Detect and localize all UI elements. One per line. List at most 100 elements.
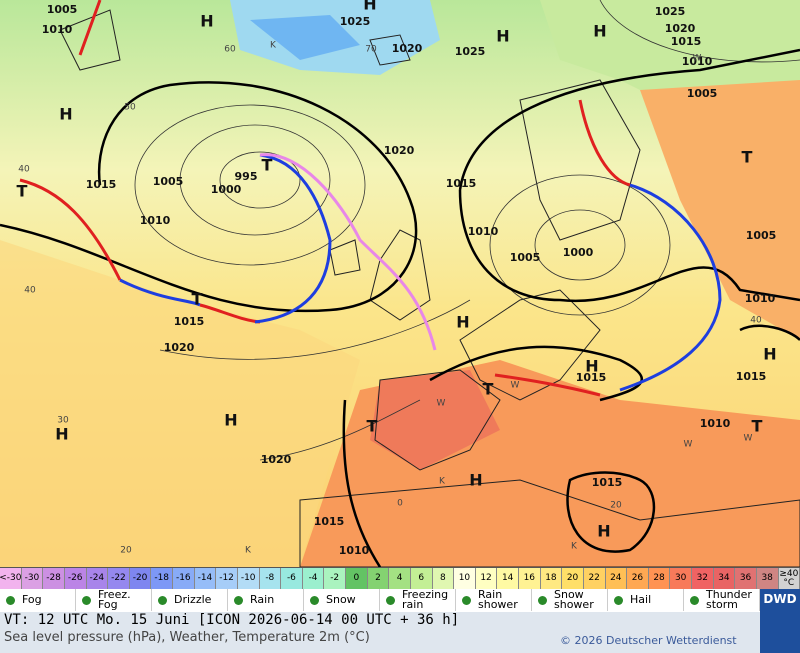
copyright: © 2026 Deutscher Wetterdienst [560,634,737,647]
logo: DWD [760,589,800,653]
isobar-label: 1000 [563,246,594,259]
isobars-thin [134,0,800,461]
pressure-center: H [363,0,376,14]
scale-cell: 0 [346,568,368,589]
scale-cell: 4 [389,568,411,589]
scale-cell: -30 [21,568,44,589]
scale-cell: 24 [605,568,628,589]
isobar-label: 1005 [153,175,184,188]
pressure-center: T [752,417,763,436]
scale-cell: -24 [86,568,109,589]
pressure-center: T [17,182,28,201]
isobar-label: 1010 [700,417,731,430]
cold-core [250,15,360,60]
isobar-label: 1020 [392,42,423,55]
isobar-label: 1015 [736,370,767,383]
isobar-label: 1025 [340,15,371,28]
temperature-scale: <-30 -30 -28 -26 -24 -22 -20 -18 -16 -14 -12 -10 -8-… [0,567,800,590]
scale-cell: 16 [519,568,541,589]
map-label: K [571,542,578,552]
map-label: 40 [750,316,762,326]
isobar-label: 995 [235,170,258,183]
isobar-label: 1015 [174,315,205,328]
scale-cell: 22 [583,568,606,589]
weather-legend-item: Fog [0,589,76,611]
pressure-center: H [469,471,482,490]
pressure-center: T [483,380,494,399]
pressure-center: T [262,156,273,175]
scale-cell: -4 [302,568,325,589]
scale-cell: 28 [648,568,671,589]
weather-legend-item: Drizzle [152,589,228,611]
map-label: 30 [57,416,69,426]
scale-cell: 8 [432,568,455,589]
map-label: K [245,546,252,556]
weather-legend-item: Hail [608,589,684,611]
scale-cell: 26 [627,568,649,589]
map-label: 50 [124,103,136,113]
isobar-label: 1020 [665,22,696,35]
scale-cell: -8 [259,568,282,589]
isobar-label: 1010 [468,225,499,238]
map-label: W [511,381,520,391]
isobar-label: 1005 [47,3,78,16]
map-label: 40 [18,165,30,175]
footer: VT: 12 UTC Mo. 15 Juni [ICON 2026-06-14 … [0,612,760,653]
isobar-label: 1010 [42,23,73,36]
scale-cell: <-30 [0,568,22,589]
scale-cell: 6 [410,568,433,589]
map-label: 20 [120,546,132,556]
map-label: K [439,477,446,487]
isobars-thick [0,48,800,567]
pressure-center: H [593,22,606,41]
scale-cell: -6 [281,568,303,589]
scale-cell: 38 [756,568,779,589]
isobar-label: 1020 [261,453,292,466]
weather-legend-item: Rain [228,589,304,611]
isobar-label: 1020 [164,341,195,354]
isobar-label: 1025 [455,45,486,58]
map-label: 0 [397,499,403,509]
weather-legend-item: Snow [304,589,380,611]
weather-legend-item: Rain shower [456,589,532,611]
scale-cell: 14 [497,568,519,589]
isobar-label: 1010 [339,544,370,557]
weather-legend-item: Snow shower [532,589,608,611]
isobar-label: 1005 [510,251,541,264]
scale-cell: -18 [151,568,173,589]
isobar-label: 1020 [384,144,415,157]
isobar-label: 1010 [140,214,171,227]
pressure-center: T [367,417,378,436]
map-label: W [744,434,753,444]
map-label: 70 [365,45,377,55]
map-label: 20 [610,501,622,511]
scale-cell: -26 [64,568,87,589]
pressure-center: H [456,313,469,332]
scale-cell: -20 [129,568,152,589]
weather-legend: Fog Freez. Fog Drizzle Rain Snow Freezing rai… [0,589,760,611]
map-label: 40 [24,286,36,296]
ocean-warm [0,240,360,567]
isobar-label: 1005 [746,229,777,242]
scale-cell: -14 [194,568,217,589]
scale-cell: 32 [692,568,714,589]
weather-legend-item: Freez. Fog [76,589,152,611]
map-label: 60 [224,45,236,55]
pressure-center: H [224,411,237,430]
pressure-center: H [585,357,598,376]
coastlines [59,9,800,567]
scale-cell: 2 [367,568,390,589]
pressure-center: H [496,27,509,46]
map-label: W [693,54,702,64]
isobar-label: 1015 [86,178,117,191]
scale-cell: 20 [562,568,584,589]
isobar-label: 1015 [592,476,623,489]
weather-legend-item: Thunder storm [684,589,760,611]
scale-cell: -2 [324,568,346,589]
scale-cell: 36 [735,568,757,589]
pressure-center: T [192,290,203,309]
isobar-label: 1015 [314,515,345,528]
scale-cell: 34 [713,568,736,589]
